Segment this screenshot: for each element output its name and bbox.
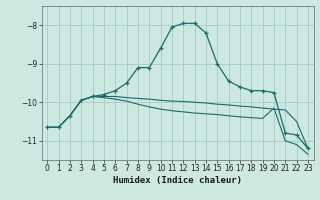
X-axis label: Humidex (Indice chaleur): Humidex (Indice chaleur) (113, 176, 242, 185)
